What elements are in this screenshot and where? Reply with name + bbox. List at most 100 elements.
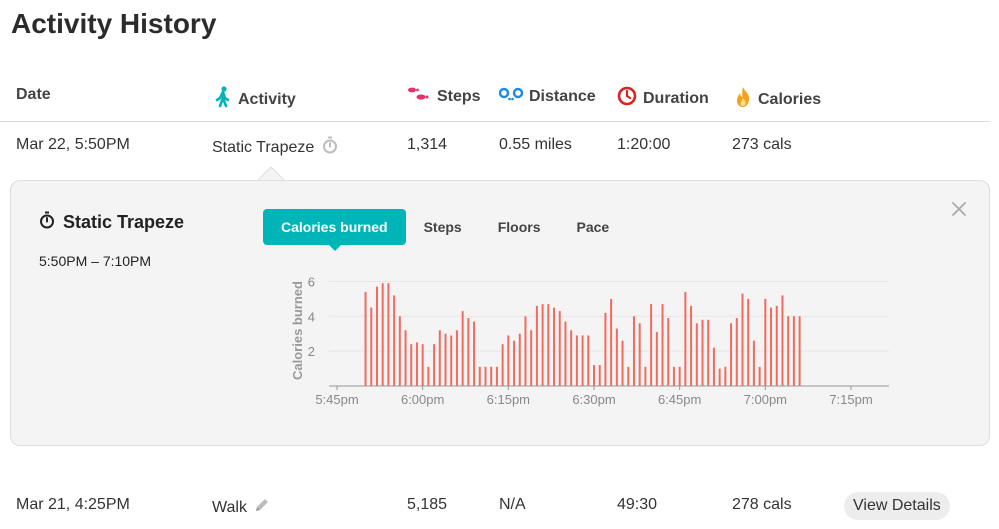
bar [730, 323, 733, 386]
footprints-icon [407, 86, 431, 107]
bar [404, 330, 407, 386]
bar [495, 366, 498, 386]
row-date: Mar 21, 4:25PM [16, 496, 130, 513]
bar [421, 344, 424, 386]
bar [787, 316, 790, 386]
bar [695, 323, 698, 386]
bar [701, 319, 704, 386]
table-header: Date Activity Steps [0, 70, 990, 122]
bar [467, 318, 470, 386]
walking-person-icon [214, 86, 232, 113]
bar [718, 368, 721, 386]
bar [770, 307, 773, 386]
bar [535, 305, 538, 386]
bar [427, 366, 430, 386]
stopwatch-icon [322, 136, 338, 159]
bar [478, 366, 481, 386]
bar [690, 305, 693, 386]
bar [712, 347, 715, 386]
bar [707, 319, 710, 386]
bar [547, 304, 550, 386]
bar [610, 298, 613, 386]
bar [684, 291, 687, 386]
bar [792, 316, 795, 386]
bar [775, 305, 778, 386]
bar [558, 311, 561, 386]
row-distance: N/A [499, 496, 526, 513]
bar [752, 340, 755, 386]
x-tick-label: 6:45pm [658, 392, 701, 407]
column-header-distance[interactable]: Distance [498, 86, 596, 107]
row-duration: 1:20:00 [617, 136, 671, 153]
bar [393, 295, 396, 386]
clock-icon [617, 86, 637, 111]
bar [564, 321, 567, 386]
bar [781, 295, 784, 386]
stopwatch-icon [39, 211, 55, 234]
bar [364, 291, 367, 386]
row-activity: Walk [212, 496, 271, 519]
x-tick-label: 5:45pm [315, 392, 358, 407]
tab-calories-burned[interactable]: Calories burned [263, 209, 406, 251]
column-header-activity[interactable]: Activity [214, 86, 296, 113]
table-row[interactable]: Mar 22, 5:50PM Static Trapeze 1,314 0.55… [0, 122, 990, 170]
bar [450, 335, 453, 386]
row-steps: 1,314 [407, 136, 448, 153]
bar [513, 340, 516, 386]
bar [798, 316, 801, 386]
bar [644, 366, 647, 386]
location-pins-icon [498, 86, 524, 107]
bar [724, 366, 727, 386]
bar [735, 318, 738, 386]
bar [484, 366, 487, 386]
bar [661, 304, 664, 386]
column-header-duration[interactable]: Duration [617, 86, 709, 111]
bar [524, 316, 527, 386]
bar [455, 330, 458, 386]
column-header-steps[interactable]: Steps [407, 86, 481, 107]
tab-floors[interactable]: Floors [497, 219, 541, 235]
bar [575, 335, 578, 386]
chart-tabs: Calories burned Steps Floors Pace [263, 209, 627, 251]
bar [501, 344, 504, 386]
tab-steps[interactable]: Steps [423, 219, 462, 235]
row-calories: 273 cals [732, 136, 792, 153]
pencil-icon[interactable] [253, 496, 271, 519]
bar [632, 316, 635, 386]
page-title: Activity History [11, 8, 217, 39]
close-button[interactable] [949, 199, 969, 219]
bar [667, 318, 670, 386]
bar [758, 366, 761, 386]
bar [598, 365, 601, 386]
x-tick-label: 7:00pm [744, 392, 787, 407]
view-details-button[interactable]: View Details [844, 492, 950, 520]
detail-time-range: 5:50PM – 7:10PM [39, 253, 152, 269]
x-tick-label: 6:15pm [487, 392, 530, 407]
bar [655, 331, 658, 386]
column-header-calories[interactable]: Calories [734, 86, 821, 113]
bar [387, 283, 390, 386]
bar [621, 340, 624, 386]
bar [747, 298, 750, 386]
bar [370, 307, 373, 386]
x-tick-label: 6:00pm [401, 392, 444, 407]
bar [638, 323, 641, 386]
bar [615, 328, 618, 386]
row-activity: Static Trapeze [212, 136, 338, 159]
y-tick-label: 4 [308, 309, 315, 324]
close-icon [952, 202, 966, 216]
row-distance: 0.55 miles [499, 136, 572, 153]
bar [581, 335, 584, 386]
bar [764, 298, 767, 386]
bar [741, 293, 744, 386]
tab-pace[interactable]: Pace [576, 219, 610, 235]
flame-icon [734, 86, 752, 113]
bar [433, 344, 436, 386]
column-header-date[interactable]: Date [16, 86, 51, 103]
table-row[interactable]: Mar 21, 4:25PM Walk 5,185 N/A 49:30 278 … [0, 482, 990, 529]
bar [381, 283, 384, 386]
bar [461, 311, 464, 386]
bar [530, 330, 533, 386]
y-axis-label: Calories burned [290, 281, 305, 380]
